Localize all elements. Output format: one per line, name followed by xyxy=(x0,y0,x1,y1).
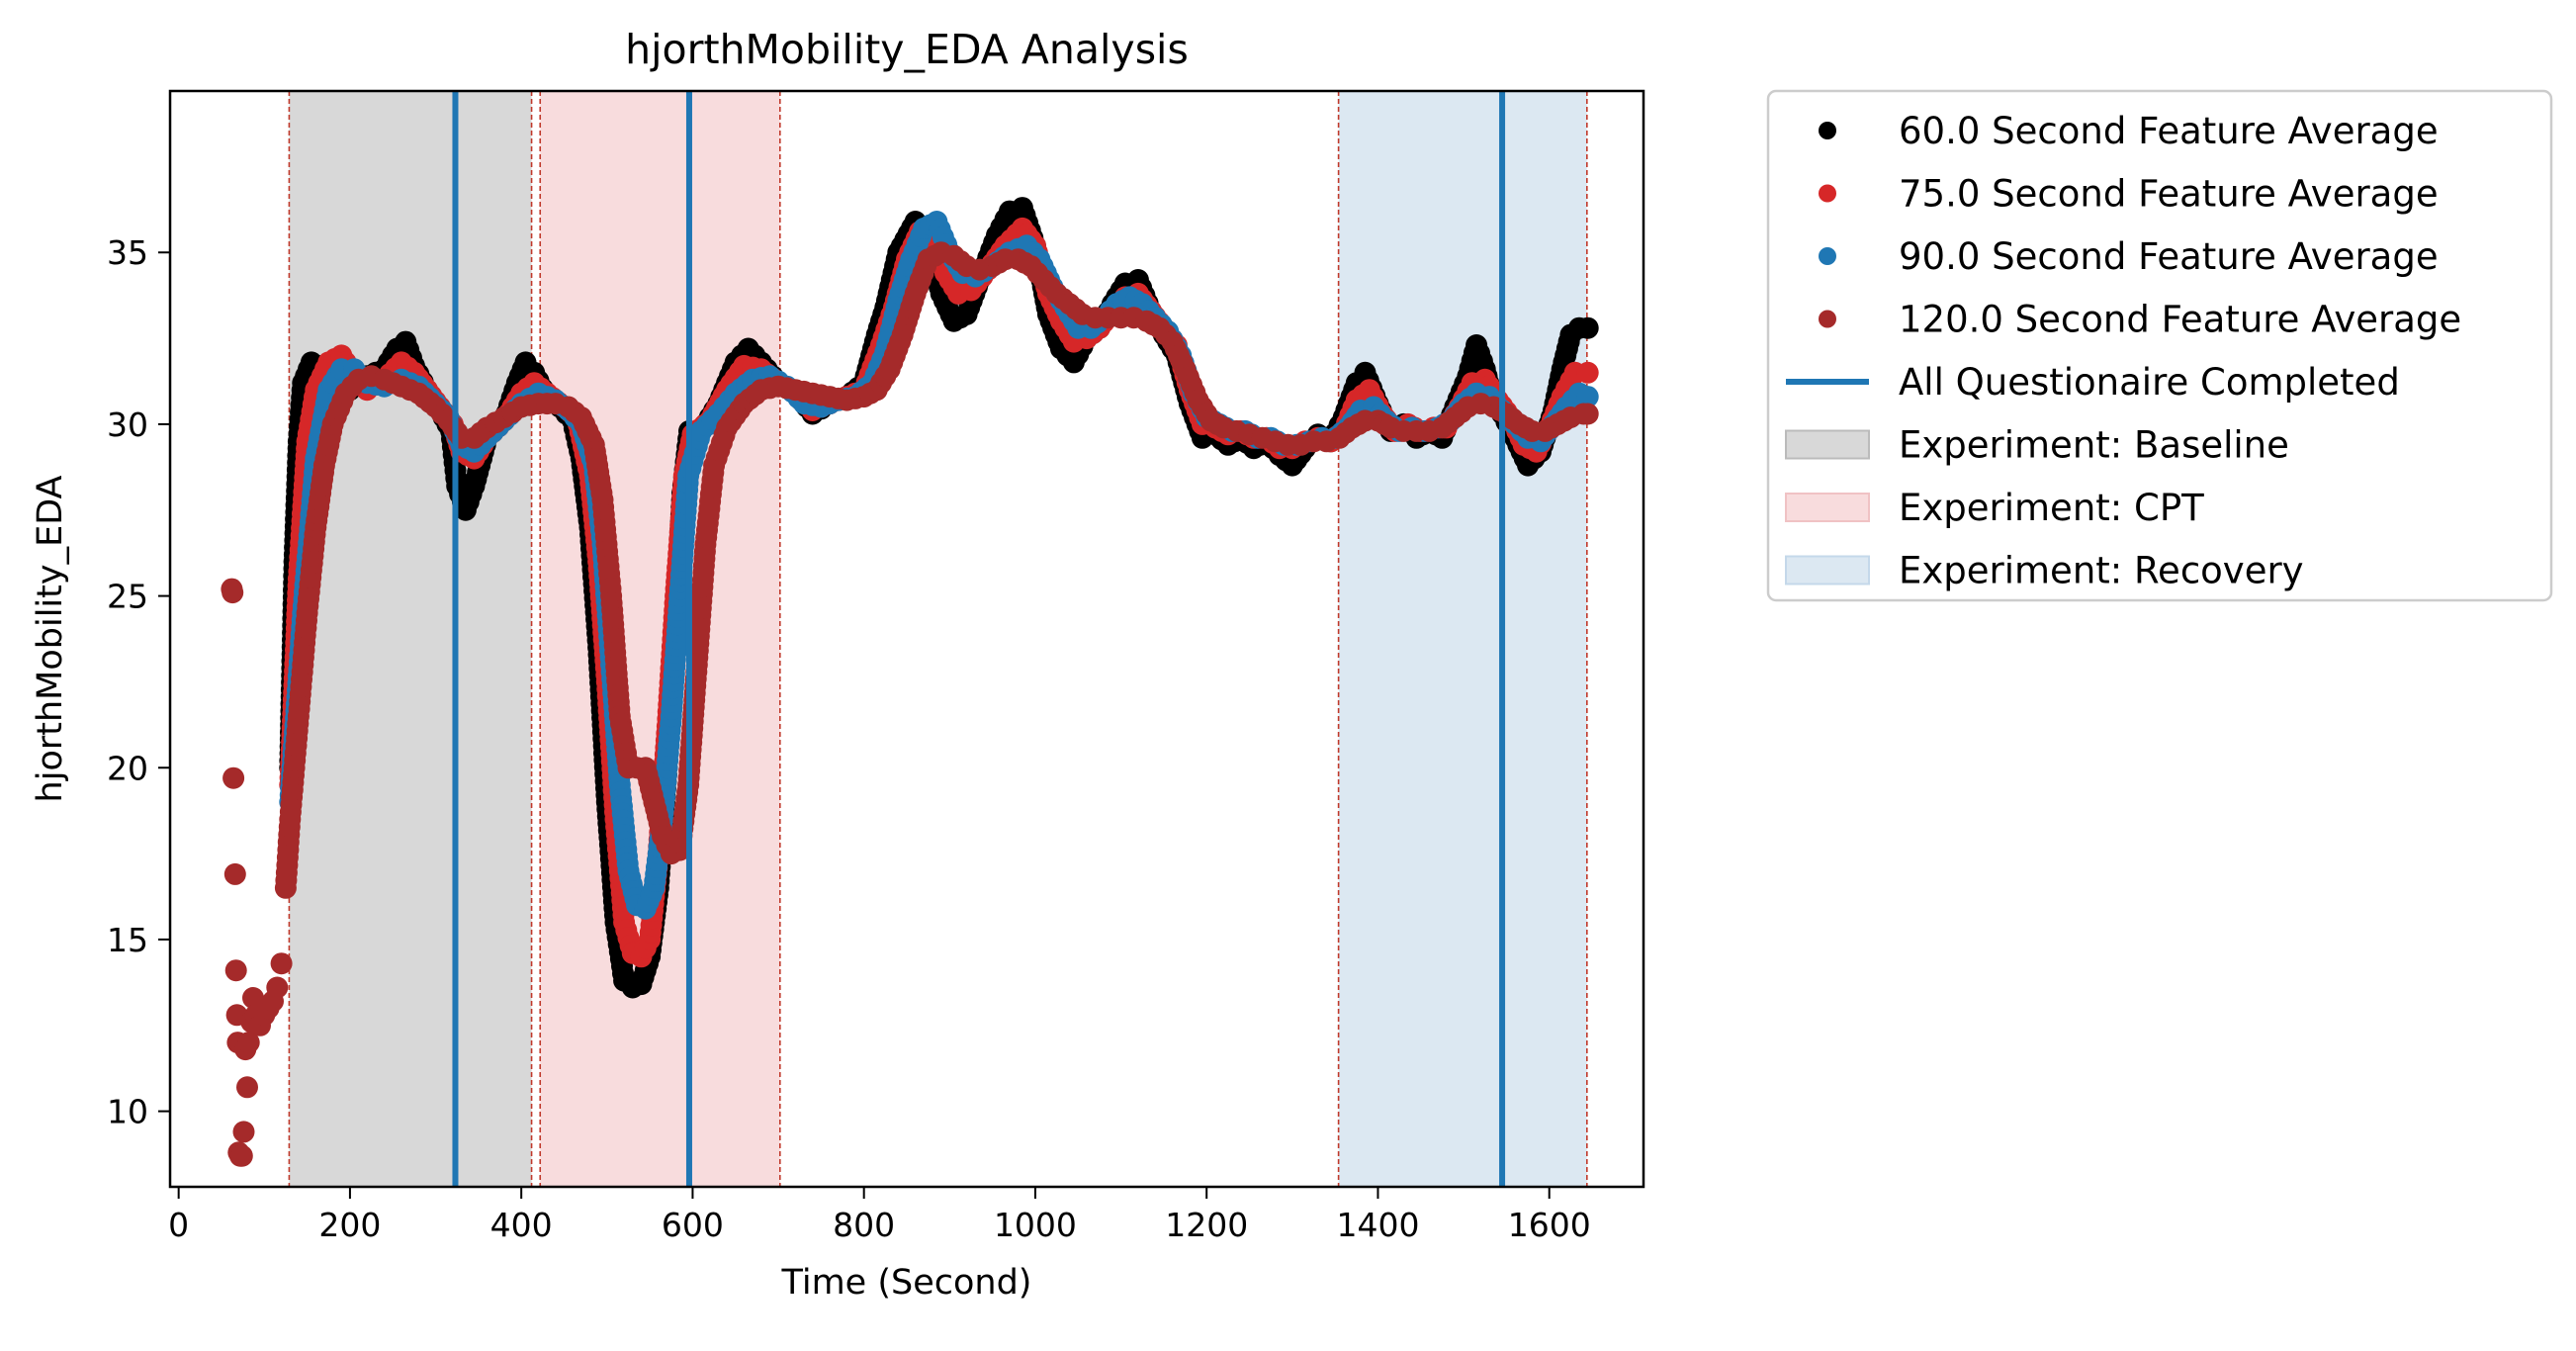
x-tick-label: 1000 xyxy=(994,1206,1077,1244)
series-3 xyxy=(221,241,1599,1167)
span-2 xyxy=(1338,91,1587,1187)
data-point xyxy=(223,862,246,885)
x-tick-label: 200 xyxy=(318,1206,381,1244)
legend-label: 90.0 Second Feature Average xyxy=(1899,235,2439,278)
questionnaire-lines xyxy=(452,91,1506,1187)
data-point xyxy=(1576,361,1599,384)
x-tick-label: 0 xyxy=(168,1206,189,1244)
x-tick-label: 600 xyxy=(662,1206,724,1244)
legend-label: 75.0 Second Feature Average xyxy=(1899,173,2439,216)
axis-ticks: 0 200 400 600 800 1000 1200 1400 1600 10 15 20 25 30 3… xyxy=(107,233,1591,1244)
legend-item-7: Experiment: Recovery xyxy=(1785,550,2304,592)
y-tick-label: 35 xyxy=(107,233,148,272)
y-tick-label: 25 xyxy=(107,578,148,616)
y-tick-label: 20 xyxy=(107,749,148,787)
data-point xyxy=(236,1076,258,1099)
legend-box xyxy=(1766,89,2553,602)
legend-item-2: 90.0 Second Feature Average xyxy=(1819,235,2439,278)
legend-label: 120.0 Second Feature Average xyxy=(1899,299,2461,341)
legend: 60.0 Second Feature Average 75.0 Second F… xyxy=(1766,89,2553,602)
data-point xyxy=(1576,403,1599,425)
span-0 xyxy=(289,91,532,1187)
legend-item-3: 120.0 Second Feature Average xyxy=(1819,299,2461,341)
data-point xyxy=(242,987,264,1009)
plot-frame xyxy=(168,89,1645,1189)
data-point xyxy=(222,766,245,789)
legend-marker xyxy=(1819,122,1836,139)
legend-marker xyxy=(1819,310,1836,328)
x-axis-label: Time (Second) xyxy=(781,1263,1032,1303)
y-tick-label: 10 xyxy=(107,1093,148,1131)
legend-item-4: All Questionaire Completed xyxy=(1786,361,2400,404)
x-tick-label: 1200 xyxy=(1165,1206,1248,1244)
x-tick-label: 1400 xyxy=(1336,1206,1419,1244)
data-point xyxy=(1576,316,1599,339)
legend-patch xyxy=(1785,429,1870,460)
legend-patch xyxy=(1785,555,1870,585)
legend-marker xyxy=(1819,184,1836,203)
legend-marker xyxy=(1819,247,1836,265)
legend-item-5: Experiment: Baseline xyxy=(1785,424,2289,467)
chart-title: hjorthMobility_EDA Analysis xyxy=(625,26,1189,73)
legend-item-1: 75.0 Second Feature Average xyxy=(1819,173,2439,216)
data-point xyxy=(1576,386,1599,408)
legend-item-6: Experiment: CPT xyxy=(1785,487,2204,529)
data-point xyxy=(230,1144,253,1167)
x-tick-label: 800 xyxy=(833,1206,895,1244)
data-point xyxy=(224,959,247,982)
legend-label: 60.0 Second Feature Average xyxy=(1899,110,2439,152)
legend-label: Experiment: Recovery xyxy=(1899,550,2304,592)
legend-label: All Questionaire Completed xyxy=(1899,361,2400,404)
data-point xyxy=(266,976,289,999)
span-1 xyxy=(540,91,780,1187)
x-tick-label: 1600 xyxy=(1508,1206,1591,1244)
legend-label: Experiment: CPT xyxy=(1899,487,2204,529)
y-tick-label: 15 xyxy=(107,921,148,959)
data-points xyxy=(221,197,1599,1167)
legend-label: Experiment: Baseline xyxy=(1899,424,2289,467)
data-point xyxy=(270,952,293,975)
data-point xyxy=(222,582,244,604)
y-tick-label: 30 xyxy=(107,405,148,444)
data-point xyxy=(237,1032,260,1054)
legend-patch xyxy=(1785,493,1870,522)
experiment-spans xyxy=(289,91,1587,1187)
y-axis-label: hjorthMobility_EDA xyxy=(31,475,70,802)
data-point xyxy=(232,1121,255,1143)
legend-item-0: 60.0 Second Feature Average xyxy=(1819,110,2439,152)
x-tick-label: 400 xyxy=(490,1206,553,1244)
